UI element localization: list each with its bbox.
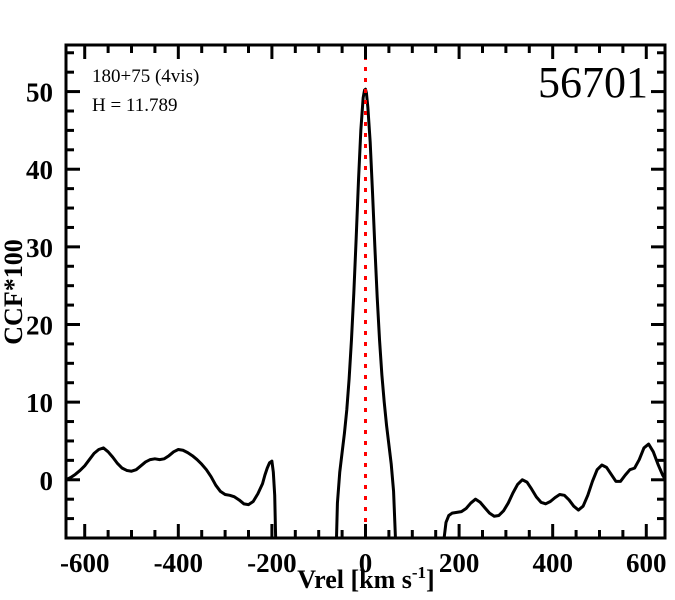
- ccf-curve-segment: [442, 442, 665, 538]
- ccf-curve-segment: [66, 446, 278, 538]
- y-tick-label: 40: [26, 155, 53, 185]
- y-tick-label: 50: [26, 78, 53, 108]
- annotation-target-id: 180+75 (4vis): [92, 66, 199, 87]
- y-tick-label: 30: [26, 233, 53, 263]
- x-tick-label: 0: [359, 548, 373, 578]
- x-axis-title: Vrel [km s-1]: [297, 563, 434, 594]
- x-axis-title-base: Vrel [km s: [297, 565, 412, 594]
- x-tick-label: -200: [247, 548, 297, 578]
- y-tick-label: 0: [40, 466, 54, 496]
- y-tick-label: 10: [26, 388, 53, 418]
- plot-title: 56701: [538, 58, 648, 107]
- x-tick-label: -600: [60, 548, 110, 578]
- annotation-h-magnitude: H = 11.789: [92, 95, 177, 116]
- plot-annotations: 180+75 (4vis) H = 11.789 56701: [92, 58, 648, 116]
- x-tick-label: -400: [154, 548, 204, 578]
- x-axis-title-exponent: -1: [412, 563, 426, 582]
- y-axis-title: CCF*100: [0, 239, 28, 344]
- x-tick-labels: -600 -400 -200 0 200 400 600: [60, 548, 667, 578]
- y-tick-label: 20: [26, 310, 53, 340]
- x-tick-label: 600: [626, 548, 667, 578]
- axes-frame: [64, 43, 667, 540]
- x-tick-label: 400: [532, 548, 573, 578]
- y-tick-labels: 0 10 20 30 40 50: [26, 78, 53, 496]
- x-axis-title-tail: ]: [426, 565, 435, 594]
- x-tick-label: 200: [439, 548, 480, 578]
- x-axis-title-text: Vrel [km s-1]: [297, 563, 434, 594]
- y-axis-title-text: CCF*100: [0, 239, 28, 344]
